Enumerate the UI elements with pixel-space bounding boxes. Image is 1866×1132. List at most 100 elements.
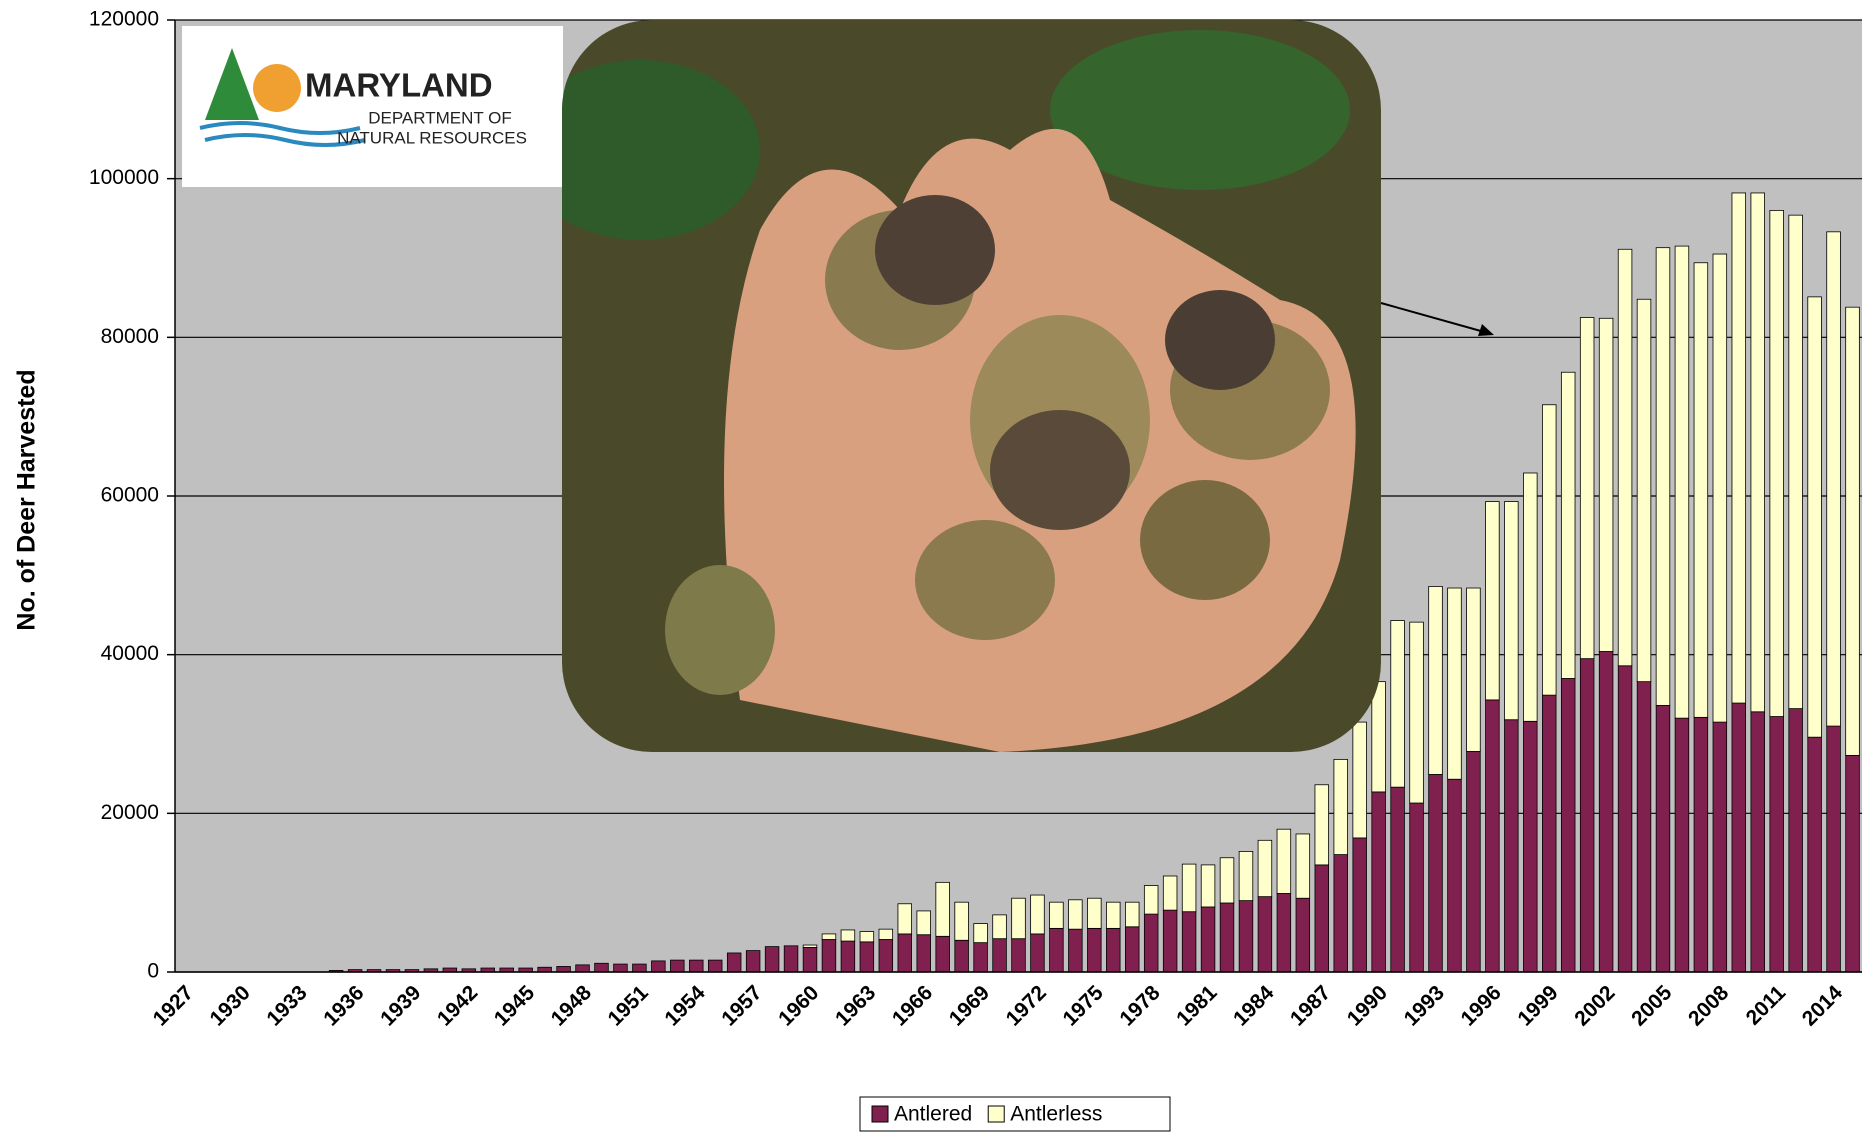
bar-segment: [1219, 857, 1235, 904]
logo-line: DEPARTMENT OF: [368, 108, 512, 127]
bar-segment: [973, 923, 988, 944]
y-tick-label: 120000: [89, 8, 159, 31]
x-tick-label: 1954: [660, 981, 710, 1031]
bar-segment: [1655, 705, 1671, 973]
bar-segment: [1826, 725, 1841, 973]
x-tick-label: 2008: [1684, 981, 1734, 1031]
bar-segment: [1106, 901, 1121, 929]
bar-segment: [1295, 833, 1311, 899]
logo-title: MARYLAND: [305, 67, 493, 104]
bar-segment: [1598, 651, 1614, 973]
bar-segment: [670, 959, 685, 973]
x-tick-label: 1936: [319, 981, 368, 1030]
bar-segment: [1181, 911, 1197, 973]
bar-segment: [1352, 837, 1367, 973]
bar-segment: [954, 939, 969, 973]
y-tick-label: 80000: [101, 325, 159, 348]
bar-segment: [1826, 231, 1841, 727]
bar-segment: [1428, 586, 1443, 775]
bar-segment: [1504, 719, 1519, 973]
bar-segment: [1068, 928, 1083, 973]
bar-segment: [1200, 906, 1216, 973]
bar-segment: [1143, 885, 1159, 915]
bar-segment: [1750, 711, 1765, 973]
x-tick-label: 1942: [433, 981, 482, 1030]
photo: [562, 20, 1381, 752]
bar-segment: [1466, 587, 1481, 752]
x-tick-label: 1960: [774, 981, 823, 1030]
bar-segment: [1750, 192, 1765, 713]
bar-segment: [802, 947, 818, 973]
acorn: [990, 410, 1130, 530]
x-tick-label: 1993: [1400, 981, 1449, 1030]
bar-segment: [1674, 245, 1690, 719]
bar-segment: [1409, 802, 1424, 973]
bar-segment: [1807, 296, 1822, 738]
bar-segment: [1068, 899, 1083, 930]
bar-segment: [707, 959, 723, 973]
bar-segment: [1636, 681, 1652, 973]
bar-segment: [1485, 699, 1500, 973]
bar-segment: [1390, 620, 1405, 788]
bar-segment: [632, 963, 647, 973]
bar-segment: [594, 962, 609, 973]
bar-segment: [1542, 694, 1557, 973]
x-tick-label: 1951: [604, 981, 654, 1031]
x-tick-label: 1957: [717, 981, 766, 1030]
bar-segment: [802, 944, 818, 948]
bar-segment: [973, 942, 988, 973]
bar-segment: [1655, 247, 1671, 706]
y-tick-label: 20000: [101, 801, 159, 824]
bar-segment: [1523, 720, 1538, 973]
x-tick-label: 2014: [1798, 981, 1848, 1031]
bar-segment: [1143, 913, 1159, 973]
bar-segment: [992, 914, 1007, 940]
legend-box: [859, 1096, 1171, 1132]
bar-segment: [1371, 791, 1386, 973]
bar-segment: [1712, 253, 1728, 723]
bar-segment: [1314, 864, 1330, 973]
acorn: [1165, 290, 1275, 390]
y-tick-label: 0: [147, 960, 159, 983]
bar-segment: [1238, 851, 1254, 901]
bar-segment: [651, 960, 666, 973]
x-tick-label: 1948: [547, 981, 597, 1031]
bar-segment: [1807, 736, 1822, 973]
x-tick-label: 2005: [1627, 981, 1677, 1031]
bar-segment: [764, 946, 780, 973]
bar-segment: [878, 928, 894, 940]
x-tick-label: 1996: [1457, 981, 1506, 1030]
bar-segment: [745, 950, 761, 973]
bar-segment: [1788, 708, 1803, 973]
bar-segment: [1845, 306, 1860, 756]
bar-segment: [1314, 784, 1330, 866]
bar-segment: [1087, 897, 1102, 929]
bar-segment: [1485, 501, 1500, 701]
y-tick-label: 100000: [89, 166, 159, 189]
bar-segment: [1560, 678, 1576, 973]
bar-segment: [897, 903, 912, 935]
bar-segment: [613, 963, 628, 973]
x-tick-label: 1930: [206, 981, 255, 1030]
x-tick-label: 1972: [1002, 981, 1051, 1030]
x-tick-label: 1945: [490, 981, 540, 1031]
y-tick-label: 60000: [101, 484, 159, 507]
logo-tree: [205, 48, 259, 120]
bar-segment: [1447, 587, 1462, 780]
bar-segment: [1447, 778, 1462, 973]
x-tick-label: 1975: [1058, 981, 1108, 1031]
x-tick-label: 1990: [1343, 981, 1392, 1030]
x-tick-label: 1939: [376, 981, 425, 1030]
logo: MARYLAND DEPARTMENT OF NATURAL RESOURCES: [182, 26, 563, 187]
logo-sun: [253, 64, 301, 112]
bar-segment: [1504, 501, 1519, 721]
bar-segment: [1276, 893, 1292, 973]
bar-segment: [935, 881, 950, 937]
bar-segment: [1011, 897, 1026, 940]
x-tick-label: 2002: [1570, 981, 1619, 1030]
x-tick-label: 1987: [1286, 981, 1335, 1030]
y-axis-label: No. of Deer Harvested: [13, 369, 41, 630]
bar-segment: [1352, 721, 1367, 839]
bar-segment: [1011, 938, 1026, 973]
